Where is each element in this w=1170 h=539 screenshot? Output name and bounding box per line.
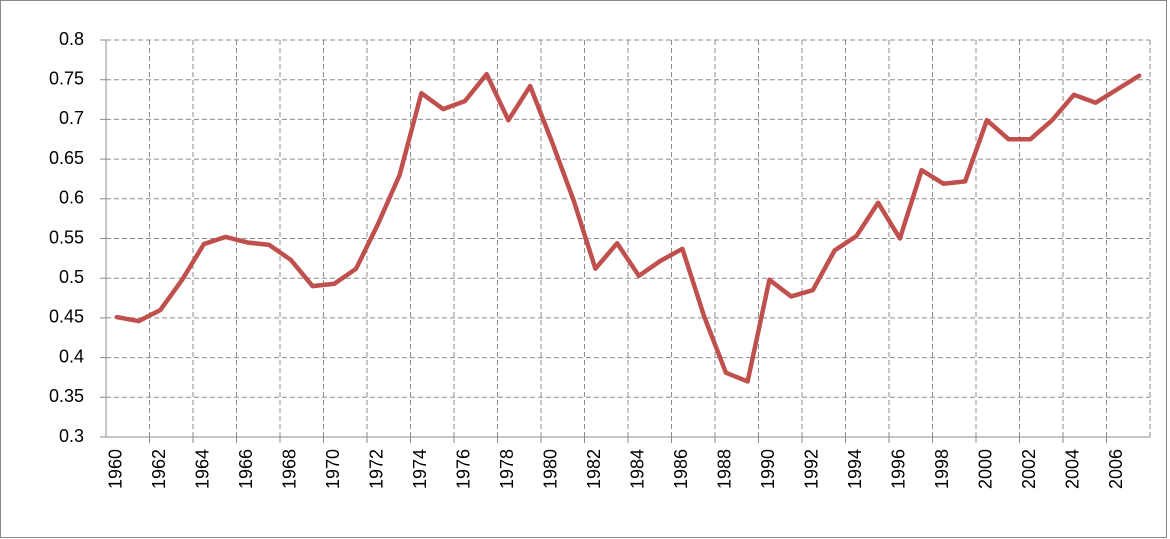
x-tick-label: 1978 <box>497 449 517 489</box>
y-tick-label: 0.55 <box>49 227 84 247</box>
x-tick-label: 1998 <box>932 449 952 489</box>
x-tick-label: 1980 <box>541 449 561 489</box>
x-tick-label: 1962 <box>149 449 169 489</box>
y-tick-label: 0.3 <box>59 426 84 446</box>
x-tick-label: 1982 <box>584 449 604 489</box>
x-tick-label: 2002 <box>1019 449 1039 489</box>
y-tick-label: 0.5 <box>59 267 84 287</box>
x-tick-label: 1974 <box>410 449 430 489</box>
y-tick-label: 0.7 <box>59 108 84 128</box>
y-tick-label: 0.75 <box>49 68 84 88</box>
x-tick-label: 2004 <box>1063 449 1083 489</box>
y-tick-label: 0.65 <box>49 148 84 168</box>
y-tick-label: 0.35 <box>49 386 84 406</box>
x-tick-label: 2000 <box>976 449 996 489</box>
x-tick-label: 1988 <box>715 449 735 489</box>
x-tick-label: 1990 <box>758 449 778 489</box>
x-tick-label: 1968 <box>280 449 300 489</box>
x-tick-label: 1994 <box>845 449 865 489</box>
y-tick-label: 0.4 <box>59 346 84 366</box>
x-tick-label: 1964 <box>193 449 213 489</box>
x-tick-label: 1972 <box>367 449 387 489</box>
x-tick-label: 1970 <box>323 449 343 489</box>
x-tick-label: 1992 <box>802 449 822 489</box>
x-tick-label: 1996 <box>889 449 909 489</box>
x-tick-label: 2006 <box>1106 449 1126 489</box>
x-tick-label: 1960 <box>106 449 126 489</box>
y-tick-label: 0.6 <box>59 188 84 208</box>
y-tick-label: 0.45 <box>49 307 84 327</box>
data-line <box>114 71 1142 384</box>
x-tick-label: 1966 <box>236 449 256 489</box>
x-tick-label: 1986 <box>671 449 691 489</box>
x-tick-label: 1984 <box>628 449 648 489</box>
x-tick-label: 1976 <box>454 449 474 489</box>
y-tick-label: 0.8 <box>59 29 84 49</box>
